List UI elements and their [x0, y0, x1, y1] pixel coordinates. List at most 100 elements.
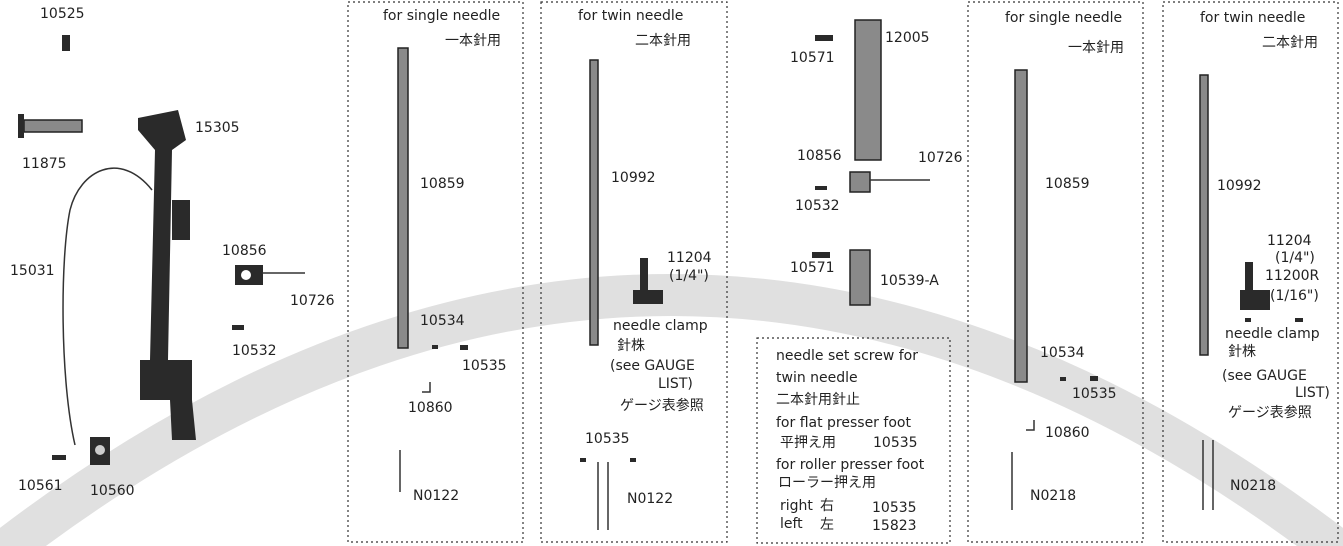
- part-label: 11204: [1267, 233, 1312, 249]
- part-label: 11875: [22, 156, 67, 172]
- note-text: 平押え用: [780, 435, 836, 451]
- part-12005: [854, 19, 882, 161]
- part-label: (see GAUGE: [610, 358, 695, 374]
- part-label: 11200R: [1265, 268, 1320, 284]
- part-label: N0122: [413, 488, 459, 504]
- screw: [460, 345, 468, 350]
- part-label: 10860: [408, 400, 453, 416]
- part-10860: [1026, 420, 1035, 431]
- part-10726-body: [849, 171, 871, 193]
- part-label: 10859: [420, 176, 465, 192]
- note-text: for roller presser foot: [776, 457, 925, 473]
- part-label: 10532: [232, 343, 277, 359]
- part-label: 10856: [797, 148, 842, 164]
- part-label: 10525: [40, 6, 85, 22]
- part-label: (1/16"): [1270, 288, 1319, 304]
- note-text: ローラー押え用: [778, 475, 876, 491]
- part-label: needle clamp: [613, 318, 708, 334]
- note-text: 10535: [873, 435, 918, 451]
- panel-border: [1162, 1, 1339, 543]
- part-label: 10992: [1217, 178, 1262, 194]
- part-label: 10532: [795, 198, 840, 214]
- part-label: 10535: [585, 431, 630, 447]
- note-text: 15823: [872, 518, 917, 534]
- part-label: LIST): [658, 376, 693, 392]
- part-label: N0218: [1030, 488, 1076, 504]
- part-label: (1/4"): [669, 268, 709, 284]
- note-text: 左: [820, 517, 834, 533]
- part-11875-head: [18, 114, 24, 138]
- note-box: [756, 337, 951, 544]
- note-text: 10535: [872, 500, 917, 516]
- part-label: 10992: [611, 170, 656, 186]
- part-11875: [23, 119, 83, 133]
- part-label: 10561: [18, 478, 63, 494]
- part-label: 針株: [1228, 344, 1256, 360]
- note-text: for flat presser foot: [776, 415, 911, 431]
- note-text: left: [780, 516, 803, 532]
- part-label: 10856: [222, 243, 267, 259]
- part-label: 10726: [290, 293, 335, 309]
- part-label: 10560: [90, 483, 135, 499]
- screw: [1245, 318, 1251, 322]
- panel-border: [540, 1, 728, 543]
- part-label: 10535: [1072, 386, 1117, 402]
- part-label: 10539-A: [880, 273, 939, 289]
- part-10992: [1199, 74, 1209, 356]
- part-label: 10859: [1045, 176, 1090, 192]
- part-label: 針株: [617, 338, 645, 354]
- panel-heading: for single needle: [1005, 10, 1122, 26]
- panel-heading-jp: 二本針用: [1262, 35, 1318, 51]
- part-10992: [589, 59, 599, 346]
- part-label: 10860: [1045, 425, 1090, 441]
- panel-heading: for twin needle: [578, 8, 683, 24]
- note-text: right: [780, 498, 813, 514]
- panel-border: [347, 1, 524, 543]
- part-label: ゲージ表参照: [620, 397, 704, 414]
- part-label: N0122: [627, 491, 673, 507]
- screw: [1090, 376, 1098, 381]
- part-15305: [138, 110, 196, 440]
- part-10859: [397, 47, 409, 349]
- note-text: twin needle: [776, 370, 858, 386]
- screw: [630, 458, 636, 462]
- panel-heading-jp: 一本針用: [445, 33, 501, 49]
- part-10532: [815, 186, 827, 190]
- note-text: needle set screw for: [776, 348, 918, 364]
- part-11204-stem: [1245, 262, 1253, 290]
- part-label: 11204: [667, 250, 712, 266]
- part-label: 12005: [885, 30, 930, 46]
- part-15305-block: [172, 200, 190, 240]
- part-label: (1/4"): [1275, 250, 1315, 266]
- note-text: 二本針用針止: [776, 392, 860, 408]
- note-text: 右: [820, 498, 834, 514]
- part-10571: [815, 35, 833, 41]
- panel-heading: for single needle: [383, 8, 500, 24]
- part-10525: [62, 35, 70, 51]
- part-label: 15305: [195, 120, 240, 136]
- part-label: 10534: [1040, 345, 1085, 361]
- part-label: (see GAUGE: [1222, 368, 1307, 384]
- screw: [1295, 318, 1303, 322]
- part-label: 10726: [918, 150, 963, 166]
- panel-heading: for twin needle: [1200, 10, 1305, 26]
- part-10561: [52, 455, 66, 460]
- part-label: LIST): [1295, 385, 1330, 401]
- part-label: 10535: [462, 358, 507, 374]
- part-label: 10571: [790, 260, 835, 276]
- panel-border: [967, 1, 1144, 543]
- part-10856-hole: [241, 270, 251, 280]
- part-11204: [633, 290, 663, 304]
- screw: [1060, 377, 1066, 381]
- part-10539-a: [849, 249, 871, 306]
- part-10860: [422, 382, 431, 393]
- panel-heading-jp: 二本針用: [635, 33, 691, 49]
- part-11204-stem: [640, 258, 648, 290]
- panel-heading-jp: 一本針用: [1068, 40, 1124, 56]
- screw: [580, 458, 586, 462]
- part-11200r: [1240, 290, 1270, 310]
- screw: [432, 345, 438, 349]
- part-10532: [232, 325, 244, 330]
- part-label: N0218: [1230, 478, 1276, 494]
